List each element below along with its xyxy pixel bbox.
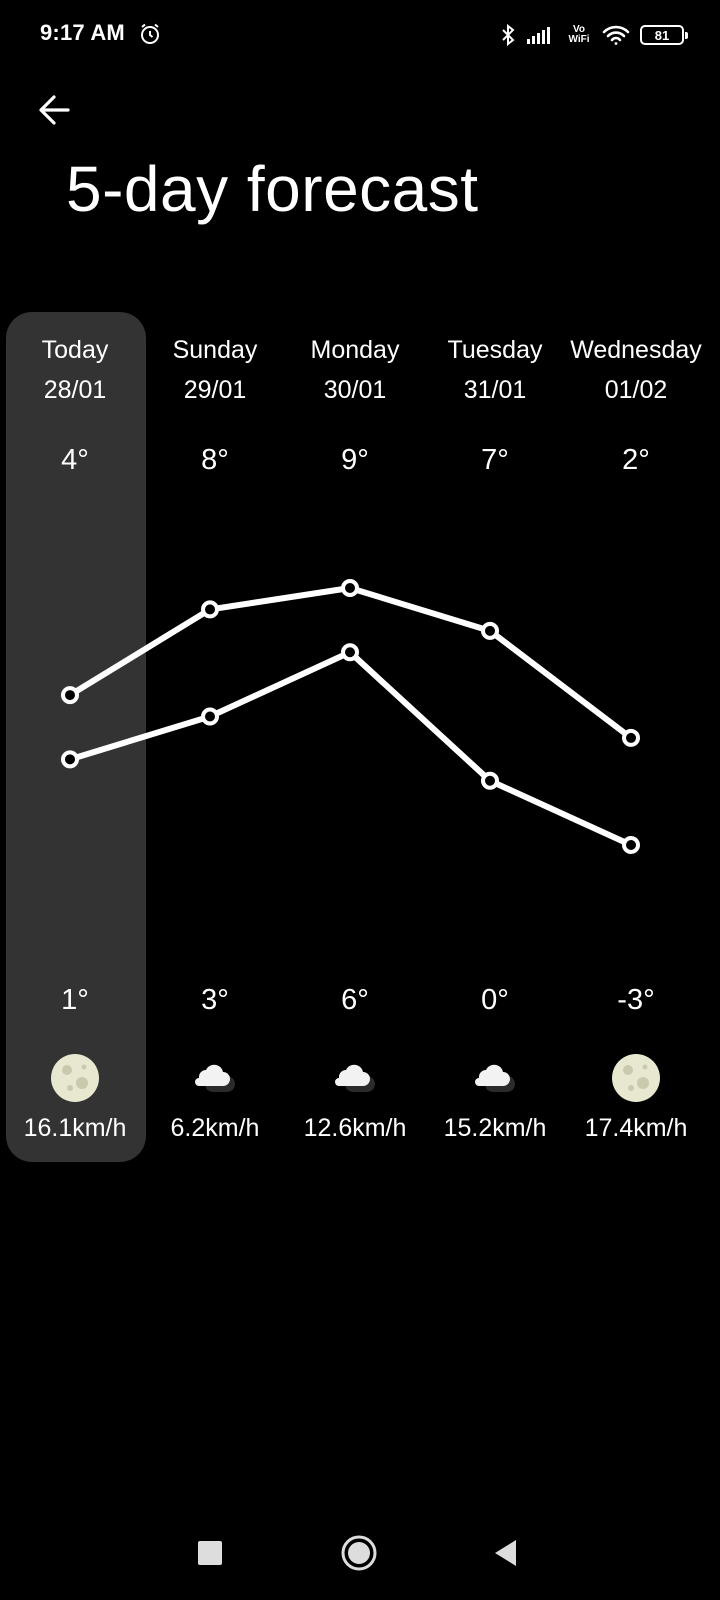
low-temperature: -3° bbox=[617, 984, 655, 1016]
low-temperature: 6° bbox=[341, 984, 369, 1016]
forecast-day-wednesday[interactable]: Wednesday 01/02 2° -3° 17.4km/h bbox=[565, 312, 707, 1162]
status-bar: 9:17 AM Vo WiFi bbox=[0, 0, 720, 70]
wind-speed: 16.1km/h bbox=[23, 1114, 127, 1142]
wind-speed: 6.2km/h bbox=[170, 1114, 260, 1142]
forecast-day-monday[interactable]: Monday 30/01 9° 6° 12.6km/h bbox=[284, 312, 426, 1162]
page-title: 5-day forecast bbox=[66, 153, 479, 225]
forecast-day-today[interactable]: Today 28/01 4° 1° 16.1km/h bbox=[4, 312, 146, 1162]
high-temperature: 7° bbox=[481, 444, 509, 476]
status-time: 9:17 AM bbox=[40, 20, 125, 45]
battery-level: 81 bbox=[654, 27, 670, 43]
arrow-left-icon bbox=[39, 95, 70, 125]
circle-home-icon[interactable] bbox=[340, 1534, 378, 1572]
wind-speed: 12.6km/h bbox=[303, 1114, 407, 1142]
day-date: 29/01 bbox=[183, 376, 247, 404]
battery-indicator: 81 bbox=[640, 25, 688, 45]
day-date: 30/01 bbox=[323, 376, 387, 404]
alarm-clock-icon bbox=[138, 22, 162, 46]
cloudy-night-icon bbox=[469, 1052, 521, 1104]
day-date: 01/02 bbox=[604, 376, 668, 404]
day-date: 31/01 bbox=[463, 376, 527, 404]
high-temperature: 2° bbox=[622, 444, 650, 476]
vowifi-indicator: Vo WiFi bbox=[568, 24, 590, 45]
triangle-back-icon[interactable] bbox=[492, 1538, 520, 1568]
low-temperature: 0° bbox=[481, 984, 509, 1016]
cellular-signal-icon bbox=[526, 25, 556, 45]
wifi-icon bbox=[602, 24, 630, 46]
day-name: Monday bbox=[310, 336, 400, 364]
day-name: Today bbox=[41, 336, 109, 364]
cloudy-night-icon bbox=[189, 1052, 241, 1104]
moon-icon bbox=[49, 1052, 101, 1104]
status-icons: Vo WiFi 81 bbox=[500, 20, 688, 50]
low-temperature: 3° bbox=[201, 984, 229, 1016]
high-temperature: 9° bbox=[341, 444, 369, 476]
bluetooth-icon bbox=[500, 23, 516, 47]
day-date: 28/01 bbox=[43, 376, 107, 404]
forecast-day-tuesday[interactable]: Tuesday 31/01 7° 0° 15.2km/h bbox=[424, 312, 566, 1162]
moon-icon bbox=[610, 1052, 662, 1104]
wind-speed: 15.2km/h bbox=[443, 1114, 547, 1142]
forecast-day-sunday[interactable]: Sunday 29/01 8° 3° 6.2km/h bbox=[144, 312, 286, 1162]
cloudy-night-icon bbox=[329, 1052, 381, 1104]
high-temperature: 4° bbox=[61, 444, 89, 476]
back-button[interactable] bbox=[34, 88, 76, 130]
high-temperature: 8° bbox=[201, 444, 229, 476]
wind-speed: 17.4km/h bbox=[584, 1114, 688, 1142]
day-name: Tuesday bbox=[447, 336, 543, 364]
square-recents-icon[interactable] bbox=[198, 1541, 222, 1565]
day-name: Sunday bbox=[172, 336, 258, 364]
day-name: Wednesday bbox=[570, 336, 702, 364]
low-temperature: 1° bbox=[61, 984, 89, 1016]
